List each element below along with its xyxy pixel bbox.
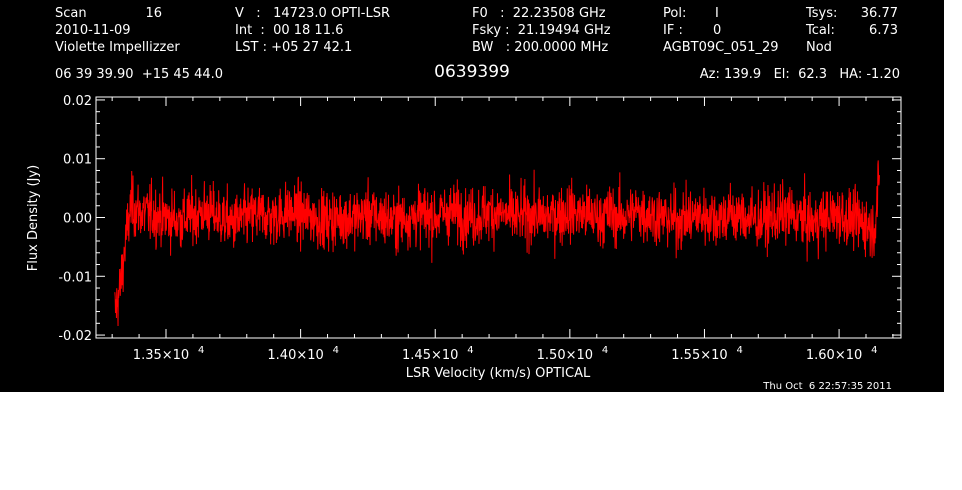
observer-name: Violette Impellizzer bbox=[55, 40, 180, 55]
spectrum-trace bbox=[114, 160, 880, 326]
spectrum-trace-layer bbox=[114, 160, 880, 326]
spectrum-plot-panel: Scan 16 2010-11-09 Violette Impellizzer … bbox=[0, 0, 944, 392]
tcal-value: 6.73 bbox=[869, 23, 898, 38]
source-name: 0639399 bbox=[434, 62, 510, 82]
sky-frequency-line: Fsky : 21.19494 GHz bbox=[472, 23, 611, 38]
x-tick-exponent: 4 bbox=[871, 345, 877, 356]
lst-line: LST : +05 27 42.1 bbox=[235, 40, 352, 55]
plot-timestamp: Thu Oct 6 22:57:35 2011 bbox=[762, 381, 892, 392]
x-tick-label: 1.45×10 bbox=[402, 348, 458, 363]
x-axis-label: LSR Velocity (km/s) OPTICAL bbox=[406, 366, 591, 381]
scan-number: 16 bbox=[145, 6, 162, 21]
y-axis: -0.02 -0.01 0.00 0.01 0.02 bbox=[58, 94, 901, 344]
tcal-label: Tcal: bbox=[805, 23, 835, 38]
obs-mode: Nod bbox=[806, 40, 832, 55]
y-tick-label: 0.02 bbox=[63, 94, 92, 109]
if-value: 0 bbox=[713, 23, 721, 38]
spectrum-chart: Scan 16 2010-11-09 Violette Impellizzer … bbox=[26, 6, 902, 392]
y-tick-label: 0.00 bbox=[63, 212, 92, 227]
y-axis-label: Flux Density (Jy) bbox=[26, 165, 41, 271]
source-coordinates: 06 39 39.90 +15 45 44.0 bbox=[55, 67, 223, 82]
project-id: AGBT09C_051_29 bbox=[663, 40, 779, 55]
x-tick-label: 1.35×10 bbox=[133, 348, 189, 363]
x-axis: 1.35×10 4 1.40×10 4 1.45×10 4 1.50×10 4 1.55×10 4… bbox=[111, 97, 894, 363]
x-tick-label: 1.40×10 bbox=[267, 348, 323, 363]
x-tick-exponent: 4 bbox=[198, 345, 204, 356]
pol-value: I bbox=[715, 6, 719, 21]
tsys-label: Tsys: bbox=[805, 6, 837, 21]
x-tick-label: 1.60×10 bbox=[806, 348, 862, 363]
velocity-line: V : 14723.0 OPTI-LSR bbox=[235, 6, 390, 21]
x-tick-label: 1.55×10 bbox=[671, 348, 727, 363]
scan-label: Scan bbox=[55, 6, 87, 21]
x-tick-exponent: 4 bbox=[736, 345, 742, 356]
y-tick-label: -0.01 bbox=[58, 270, 92, 285]
pol-label: Pol: bbox=[663, 6, 686, 21]
x-tick-exponent: 4 bbox=[467, 345, 473, 356]
x-tick-exponent: 4 bbox=[333, 345, 339, 356]
y-tick-label: 0.01 bbox=[63, 153, 92, 168]
integration-line: Int : 00 18 11.6 bbox=[235, 23, 343, 38]
obs-date: 2010-11-09 bbox=[55, 23, 131, 38]
x-tick-exponent: 4 bbox=[602, 345, 608, 356]
az-el-ha: Az: 139.9 El: 62.3 HA: -1.20 bbox=[700, 67, 900, 82]
if-label: IF : bbox=[663, 23, 683, 38]
bandwidth-line: BW : 200.0000 MHz bbox=[472, 40, 608, 55]
rest-frequency-line: F0 : 22.23508 GHz bbox=[472, 6, 606, 21]
x-tick-label: 1.50×10 bbox=[537, 348, 593, 363]
y-tick-label: -0.02 bbox=[58, 329, 92, 344]
tsys-value: 36.77 bbox=[861, 6, 898, 21]
